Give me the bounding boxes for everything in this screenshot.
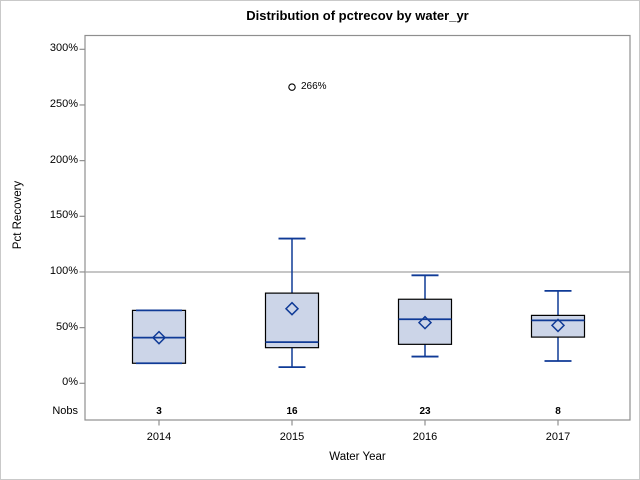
nobs-value: 8 — [555, 406, 561, 417]
nobs-value: 3 — [156, 406, 162, 417]
nobs-row-label: Nobs — [52, 405, 78, 417]
y-tick-label: 100% — [49, 264, 78, 277]
y-tick-label: 300% — [49, 42, 78, 55]
outlier-label: 266% — [301, 80, 327, 92]
box-iqr-2015 — [264, 292, 320, 349]
plot-frame — [84, 34, 631, 421]
box-iqr-2016 — [397, 298, 453, 345]
mean-diamond-marker — [151, 330, 167, 345]
nobs-value: 23 — [419, 406, 431, 417]
x-tick-label: 2015 — [279, 431, 305, 443]
x-tick-label: 2014 — [146, 431, 172, 443]
outlier-marker — [288, 83, 296, 91]
y-tick-label: 0% — [62, 376, 78, 389]
nobs-value: 16 — [286, 406, 298, 417]
x-tick-label: 2016 — [412, 431, 438, 443]
mean-diamond-marker — [417, 315, 433, 330]
mean-diamond-marker — [550, 318, 566, 333]
mean-diamond-marker — [284, 301, 300, 316]
y-tick-label: 150% — [49, 209, 78, 222]
x-axis-title: Water Year — [329, 451, 386, 463]
y-tick-label: 250% — [49, 97, 78, 110]
y-tick-label: 50% — [55, 320, 78, 333]
y-tick-label: 200% — [49, 153, 78, 166]
chart-title: Distribution of pctrecov by water_yr — [246, 8, 469, 23]
x-tick-label: 2017 — [545, 431, 571, 443]
